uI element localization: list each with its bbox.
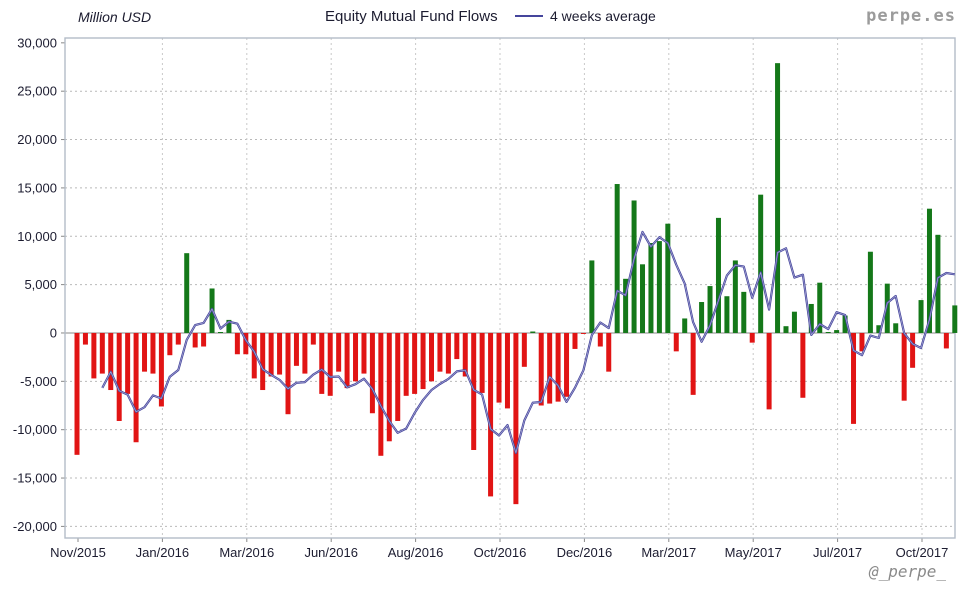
svg-text:Mar/2016: Mar/2016 [219,545,274,560]
chart-title: Equity Mutual Fund Flows [325,8,498,25]
svg-text:Dec/2016: Dec/2016 [557,545,613,560]
svg-text:25,000: 25,000 [17,84,57,99]
svg-text:Jun/2016: Jun/2016 [304,545,358,560]
svg-text:Aug/2016: Aug/2016 [388,545,444,560]
svg-text:Jul/2017: Jul/2017 [813,545,862,560]
svg-text:Oct/2017: Oct/2017 [896,545,949,560]
svg-text:5,000: 5,000 [24,277,57,292]
svg-text:Jan/2016: Jan/2016 [136,545,190,560]
svg-text:-5,000: -5,000 [20,374,57,389]
svg-text:-15,000: -15,000 [13,471,57,486]
svg-text:Mar/2017: Mar/2017 [641,545,696,560]
svg-text:30,000: 30,000 [17,35,57,50]
author-signature: @_perpe_ [868,562,946,581]
svg-text:May/2017: May/2017 [725,545,782,560]
svg-text:10,000: 10,000 [17,229,57,244]
site-watermark: perpe.es [866,6,956,26]
svg-text:20,000: 20,000 [17,132,57,147]
svg-text:0: 0 [50,325,57,340]
svg-text:-10,000: -10,000 [13,422,57,437]
legend: 4 weeks average [515,8,656,24]
legend-label: 4 weeks average [550,8,656,24]
svg-text:Oct/2016: Oct/2016 [474,545,527,560]
legend-line-swatch [515,15,543,17]
y-axis-units-label: Million USD [78,9,152,25]
svg-text:15,000: 15,000 [17,180,57,195]
svg-text:Nov/2015: Nov/2015 [50,545,106,560]
svg-text:-20,000: -20,000 [13,519,57,534]
